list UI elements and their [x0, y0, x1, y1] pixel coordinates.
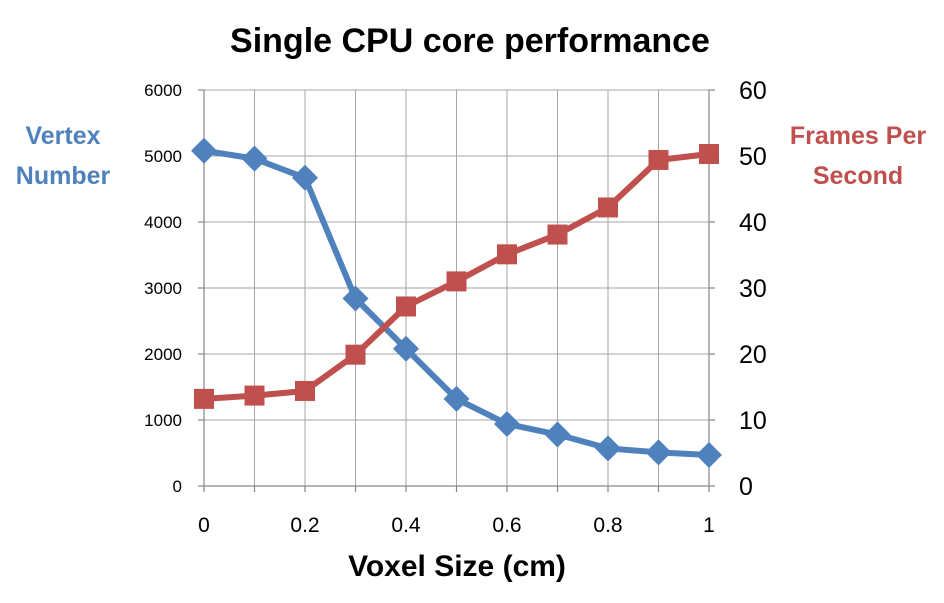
x-axis-title: Voxel Size (cm): [348, 550, 566, 583]
left-tick-label: 0: [173, 477, 182, 496]
right-tick-label: 30: [739, 275, 767, 303]
vertex-point: [443, 385, 470, 412]
left-tick-label: 2000: [144, 345, 182, 364]
grid: [204, 89, 710, 486]
fps-point: [446, 271, 467, 292]
fps-point: [699, 144, 719, 165]
right-tick-label: 20: [739, 341, 767, 369]
vertex-point: [241, 145, 268, 172]
fps-point: [396, 296, 416, 317]
fps-point: [547, 224, 568, 245]
vertex-point: [342, 285, 369, 312]
left-tick-label: 3000: [144, 279, 182, 298]
vertex-point: [494, 410, 520, 437]
vertex-point: [191, 137, 217, 164]
right-tick-label: 0: [739, 473, 753, 501]
left-tick-label: 6000: [144, 81, 182, 100]
fps-point: [295, 380, 315, 401]
fps-point: [194, 388, 214, 409]
right-tick-label: 40: [739, 209, 767, 237]
right-tick-label: 60: [739, 77, 767, 105]
fps-point: [345, 344, 366, 365]
vertex-point: [544, 421, 571, 448]
tick-labels: 0 1000 2000 3000 4000 5000 6000 0 10 20 30 40 50 60 0 0…: [144, 77, 767, 537]
right-axis-title-line-1: Frames Per: [790, 122, 926, 150]
left-axis-title-line-1: Vertex: [25, 122, 100, 150]
x-tick-label: 0: [198, 514, 210, 537]
x-tick-label: 0.6: [492, 514, 521, 537]
left-axis-title-line-2: Number: [16, 162, 111, 190]
chart-title: Single CPU core performance: [230, 22, 710, 60]
fps-point: [598, 197, 618, 218]
left-tick-label: 4000: [144, 213, 182, 232]
vertex-point: [595, 435, 621, 462]
fps-point: [244, 385, 265, 406]
vertex-point: [393, 335, 419, 362]
left-tick-label: 1000: [144, 411, 182, 430]
x-tick-label: 0.4: [391, 514, 421, 537]
x-tick-label: 0.8: [593, 514, 622, 537]
x-tick-label: 1: [703, 514, 715, 537]
x-tick-label: 0.2: [290, 514, 319, 537]
right-axis-title-line-2: Second: [813, 162, 903, 190]
left-tick-label: 5000: [144, 147, 182, 166]
vertex-point: [645, 439, 672, 466]
fps-point: [497, 244, 517, 265]
vertex-point: [292, 164, 318, 191]
right-tick-label: 50: [739, 143, 767, 171]
fps-point: [648, 149, 669, 170]
vertex-point: [696, 441, 722, 468]
series-layer: [191, 137, 722, 468]
right-tick-label: 10: [739, 407, 767, 435]
